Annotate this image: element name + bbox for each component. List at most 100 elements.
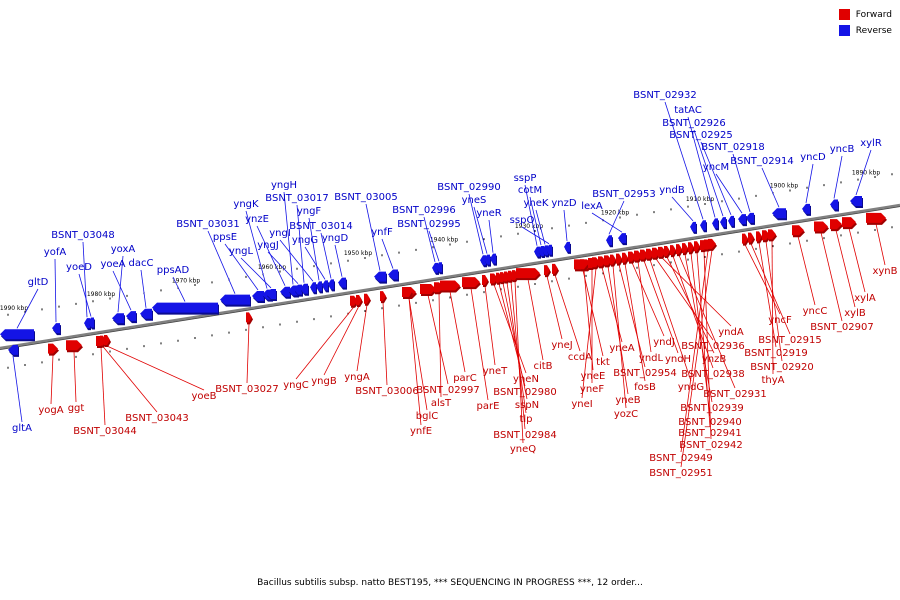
label-yngH: yngH <box>271 180 297 191</box>
legend-reverse: Reverse <box>838 25 892 36</box>
label-BSNT_03031: BSNT_03031 <box>176 219 239 230</box>
gene-BSNT_03048-arrow <box>84 318 90 329</box>
label-BSNT_02980: BSNT_02980 <box>493 387 556 398</box>
leader-BSNT_02925 <box>700 141 732 216</box>
label-BSNT_03006: BSNT_03006 <box>355 386 418 397</box>
label-xylB: xylB <box>844 308 866 319</box>
leader-yneJ <box>546 275 563 340</box>
leader-yngJ <box>267 251 299 284</box>
label-yngK: yngK <box>233 199 259 210</box>
leader-yncD <box>805 163 814 204</box>
label-BSNT_02951: BSNT_02951 <box>649 468 712 479</box>
label-yneR: yneR <box>476 208 501 219</box>
gene-sspP-arrow <box>534 246 540 257</box>
label-BSNT_02940: BSNT_02940 <box>678 417 741 428</box>
gene-yneK-arrow <box>542 245 548 256</box>
leader-xynB <box>875 223 886 266</box>
gene-yndB2-arrow <box>664 246 670 257</box>
gene-BSNT_02925-arrow <box>728 215 734 226</box>
label-BSNT_02984: BSNT_02984 <box>493 430 556 441</box>
label-ynfE: ynfE <box>410 426 432 437</box>
leader-dacC <box>140 269 147 308</box>
gene-arrows <box>0 195 887 357</box>
gene-yncC2-arrow <box>792 225 804 236</box>
label-BSNT_02915: BSNT_02915 <box>758 335 821 346</box>
label-tatAC: tatAC <box>674 105 702 116</box>
leader-BSNT_02914 <box>761 167 780 208</box>
gene-gltD-arrow <box>0 329 34 340</box>
leader-parE <box>470 288 489 401</box>
figure-caption: Bacillus subtilis subsp. natto BEST195, … <box>257 578 643 588</box>
label-yncC2: yncC <box>803 306 828 317</box>
gene-yoeB-arrow <box>104 334 110 345</box>
label-xylR: xylR <box>860 138 882 149</box>
leader-sspP <box>524 184 538 246</box>
label-BSNT_02920: BSNT_02920 <box>750 362 813 373</box>
leader-citB <box>527 279 544 361</box>
leader-yncC2 <box>797 236 816 306</box>
gene-BSNT_02953-arrow <box>606 235 612 246</box>
leader-yndG <box>649 259 692 382</box>
label-xylA: xylA <box>854 293 876 304</box>
label-bglC: bglC <box>416 411 438 422</box>
gene-yndB-arrow <box>690 221 696 232</box>
label-BSNT_03027: BSNT_03027 <box>215 384 278 395</box>
leader-yngC <box>295 306 355 380</box>
label-BSNT_02953: BSNT_02953 <box>592 189 655 200</box>
label-BSNT_02997: BSNT_02997 <box>416 385 479 396</box>
label-BSNT_03048: BSNT_03048 <box>51 230 114 241</box>
leader-yngG <box>304 246 326 280</box>
kbp-label: 1930 kbp <box>515 223 543 230</box>
label-yngD: yngD <box>322 233 349 244</box>
gene-yogA-arrow <box>48 343 58 354</box>
gene-BSNT_03005-arrow <box>374 271 386 282</box>
leader-tatAC <box>687 116 716 218</box>
leader-BSNT_03048 <box>82 241 88 318</box>
label-yneN: yneN <box>513 374 539 385</box>
leader-yngK <box>245 210 268 289</box>
leader-BSNT_02953 <box>608 200 625 235</box>
label-BSNT_02995: BSNT_02995 <box>397 219 460 230</box>
kbp-label: 1970 kbp <box>172 277 200 284</box>
leader-BSNT_03031 <box>207 230 236 294</box>
label-BSNT_02936: BSNT_02936 <box>681 341 744 352</box>
leader-yncM <box>715 173 743 214</box>
leader-parC <box>449 291 466 373</box>
label-yneK: yneK <box>524 198 549 209</box>
leader-yofA <box>54 258 57 323</box>
label-BSNT_02949: BSNT_02949 <box>649 453 712 464</box>
leader-BSNT_03006 <box>382 302 388 386</box>
gene-dacC-arrow <box>140 308 152 319</box>
gene-BSNT_02938-arrow <box>670 245 676 256</box>
label-yngF: yngF <box>297 206 322 217</box>
label-lexA: lexA <box>581 201 603 212</box>
leader-yneN <box>493 284 527 374</box>
kbp-label: 1990 kbp <box>0 305 28 312</box>
label-BSNT_02918: BSNT_02918 <box>701 142 764 153</box>
label-yoeA: yoeA <box>100 259 125 270</box>
leader-BSNT_03043 <box>102 346 158 413</box>
leader-BSNT_02954 <box>618 264 646 368</box>
label-BSNT_03044: BSNT_03044 <box>73 426 136 437</box>
leader-BSNT_03005 <box>365 203 381 271</box>
leader-bglC <box>408 297 428 411</box>
leader-BSNT_02997 <box>427 294 449 385</box>
leader-yngB <box>323 305 360 376</box>
label-sspO: sspO <box>510 215 535 226</box>
gene-BSNT_02915-arrow <box>748 232 754 243</box>
kbp-label: 1920 kbp <box>601 209 629 216</box>
label-BSNT_02938: BSNT_02938 <box>681 369 744 380</box>
gene-xylR-arrow <box>850 195 862 206</box>
leader-BSNT_02942 <box>703 251 712 440</box>
gene-yngA-arrow <box>364 293 370 304</box>
gene-BSNT_03031-arrow <box>220 294 250 305</box>
leader-yngD <box>334 244 343 277</box>
legend: Forward Reverse <box>838 9 892 41</box>
label-ynzD: ynzD <box>551 198 577 209</box>
label-yndB: yndB <box>659 185 685 196</box>
label-BSNT_02907: BSNT_02907 <box>810 322 873 333</box>
gene-citB-arrow <box>516 268 540 279</box>
gene-BSNT_02919-arrow <box>756 231 762 242</box>
leader-yneE <box>583 270 594 371</box>
